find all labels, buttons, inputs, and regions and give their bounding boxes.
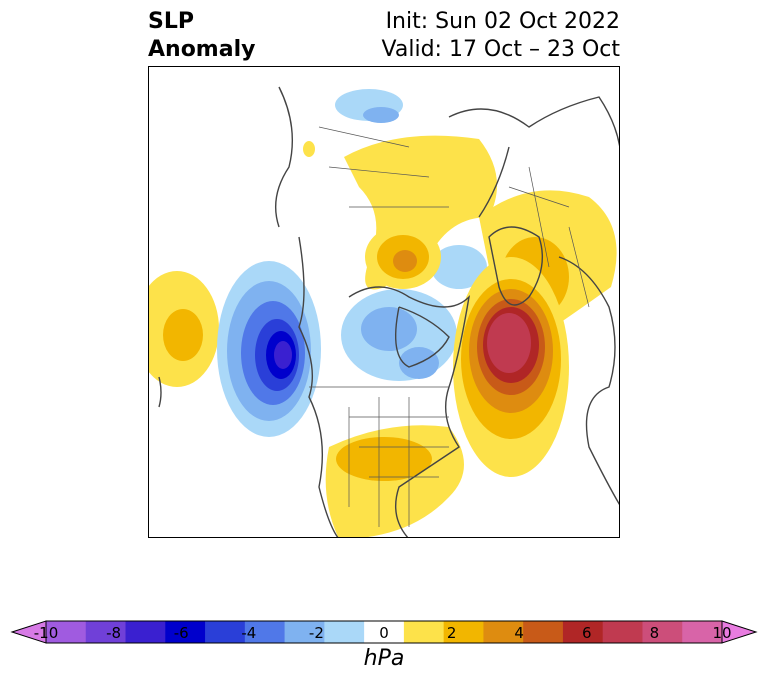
colorbar-segment [364, 621, 405, 643]
colorbar-segment [602, 621, 643, 643]
colorbar-segment [642, 621, 683, 643]
anomaly-map [148, 66, 620, 538]
colorbar-tick-label: 0 [379, 624, 389, 642]
colorbar-segment [562, 621, 604, 643]
title-line-1: SLP [148, 9, 194, 34]
map-title: SLP Anomaly [148, 8, 255, 64]
colorbar-segment [284, 621, 325, 643]
anomaly-us-high [325, 425, 464, 537]
map-svg [149, 86, 619, 537]
colorbar-tick-label: 2 [446, 624, 457, 642]
colorbar-segment [85, 621, 127, 643]
title-line-2: Anomaly [148, 37, 256, 62]
colorbar-segment [324, 621, 365, 643]
anomaly-polar-high [303, 135, 497, 290]
colorbar-segments [10, 620, 758, 644]
colorbar-segment [205, 621, 246, 643]
colorbar [10, 620, 758, 644]
anomaly-alaska-low [217, 261, 321, 437]
colorbar-unit-label: hPa [363, 646, 405, 671]
colorbar-tick-label: 10 [712, 624, 732, 642]
valid-period: Init: Sun 02 Oct 2022 Valid: 17 Oct – 23… [382, 8, 620, 64]
valid-range: Valid: 17 Oct – 23 Oct [381, 37, 620, 62]
country-borders [309, 126, 590, 527]
anomaly-pacific-high [149, 271, 219, 387]
coastlines [158, 86, 619, 537]
colorbar-segment [682, 621, 723, 643]
colorbar-segment [165, 621, 206, 643]
colorbar-segment [244, 621, 286, 643]
colorbar-tick-label: 4 [514, 624, 524, 642]
colorbar-tick-label: -8 [106, 624, 122, 642]
colorbar-tick-label: -2 [308, 624, 324, 642]
anomaly-atlantic-high [453, 257, 569, 477]
colorbar-tick-label: 6 [582, 624, 592, 642]
colorbar-segment [403, 621, 445, 643]
colorbar-border [45, 620, 723, 644]
colorbar-tick-label: -10 [33, 624, 59, 642]
init-date: Init: Sun 02 Oct 2022 [385, 9, 620, 34]
colorbar-tick-label: 8 [649, 624, 660, 642]
colorbar-segment [523, 621, 564, 643]
colorbar-tick-label: -4 [241, 624, 257, 642]
colorbar-segment [46, 621, 87, 643]
colorbar-tick-label: -6 [173, 624, 189, 642]
colorbar-segment [443, 621, 484, 643]
colorbar-segment [483, 621, 524, 643]
colorbar-segment [125, 621, 166, 643]
